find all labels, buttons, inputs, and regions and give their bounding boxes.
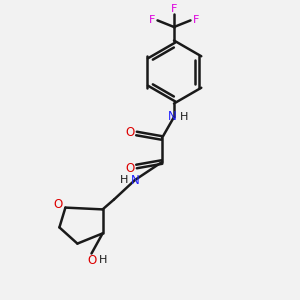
Text: F: F xyxy=(193,15,199,26)
Text: H: H xyxy=(180,112,189,122)
Text: O: O xyxy=(88,254,97,267)
Text: N: N xyxy=(168,110,177,124)
Text: O: O xyxy=(53,197,62,211)
Text: H: H xyxy=(119,175,128,185)
Text: F: F xyxy=(149,15,155,26)
Text: O: O xyxy=(125,125,134,139)
Text: H: H xyxy=(99,255,107,265)
Text: O: O xyxy=(125,161,134,175)
Text: F: F xyxy=(171,4,177,14)
Text: N: N xyxy=(130,173,140,187)
